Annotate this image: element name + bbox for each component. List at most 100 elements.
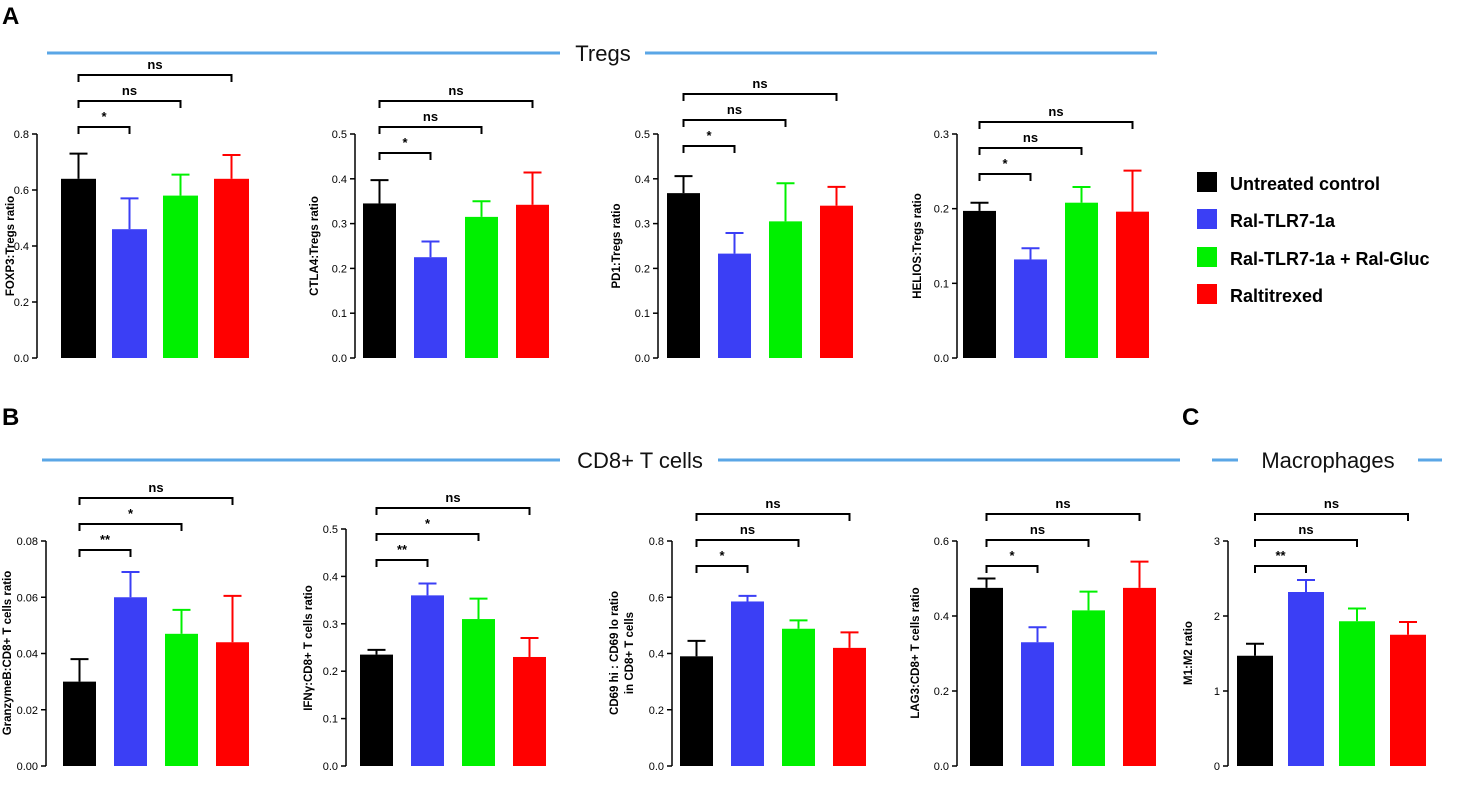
y-tick-label: 0.02 bbox=[17, 705, 38, 717]
y-tick-label: 3 bbox=[1214, 536, 1220, 548]
panel-letter-b: B bbox=[2, 404, 19, 431]
bar bbox=[1288, 592, 1324, 766]
significance-label: * bbox=[719, 548, 725, 563]
significance-label: * bbox=[402, 135, 408, 150]
significance-label: ns bbox=[122, 83, 137, 98]
significance-label: * bbox=[1002, 156, 1008, 171]
significance-bracket bbox=[985, 539, 1090, 547]
y-axis-label: LAG3:CD8+ T cells ratio bbox=[910, 587, 922, 718]
significance-bracket bbox=[682, 119, 787, 127]
y-tick-label: 0.0 bbox=[649, 761, 664, 773]
chart-ifng: 0.0 0.1 0.2 0.3 0.4 0.5 IFNγ:CD8+ T cells rati… bbox=[303, 490, 546, 773]
significance-label: ns bbox=[423, 109, 438, 124]
significance-bracket bbox=[77, 100, 182, 108]
significance-bracket bbox=[375, 533, 480, 541]
significance-label: ** bbox=[1275, 548, 1286, 563]
y-tick-label: 0.6 bbox=[649, 592, 664, 604]
legend-label-untreated: Untreated control bbox=[1230, 174, 1380, 194]
significance-label: ns bbox=[147, 57, 162, 72]
y-tick-label: 0.2 bbox=[649, 705, 664, 717]
legend-swatch-ral-tlr7 bbox=[1197, 209, 1217, 229]
significance-bracket bbox=[985, 513, 1141, 521]
significance-bracket bbox=[378, 126, 483, 134]
bar bbox=[114, 597, 147, 766]
y-tick-label: 0.0 bbox=[332, 353, 347, 365]
macrophages-section-title: Macrophages bbox=[1261, 448, 1394, 473]
y-tick-label: 2 bbox=[1214, 611, 1220, 623]
significance-bracket bbox=[682, 93, 838, 101]
y-tick-label: 0.4 bbox=[323, 571, 338, 583]
bar bbox=[769, 221, 802, 358]
significance-label: ns bbox=[148, 480, 163, 495]
bar bbox=[61, 178, 96, 358]
significance-bracket bbox=[978, 147, 1083, 155]
significance-bracket bbox=[985, 565, 1039, 573]
y-tick-label: 0.3 bbox=[323, 619, 338, 631]
significance-label: ns bbox=[1030, 522, 1045, 537]
bar bbox=[216, 642, 249, 766]
y-tick-label: 0.3 bbox=[635, 219, 650, 231]
significance-bracket bbox=[78, 523, 183, 531]
bar bbox=[1123, 587, 1156, 766]
y-tick-label: 0.04 bbox=[17, 649, 38, 661]
significance-label: ns bbox=[1048, 104, 1063, 119]
bar bbox=[1237, 655, 1273, 766]
y-tick-label: 0.2 bbox=[934, 204, 949, 216]
bar bbox=[1065, 202, 1098, 358]
legend-label-ral-tlr7: Ral-TLR7-1a bbox=[1230, 211, 1336, 231]
panel-letter-a: A bbox=[2, 3, 19, 30]
bar bbox=[63, 681, 96, 766]
y-tick-label: 0.5 bbox=[635, 129, 650, 141]
y-tick-label: 0.2 bbox=[332, 263, 347, 275]
y-axis-label: HELIOS:Tregs ratio bbox=[912, 193, 924, 298]
y-tick-label: 0.4 bbox=[934, 611, 949, 623]
significance-label: * bbox=[1009, 548, 1015, 563]
bar bbox=[462, 619, 495, 766]
legend-label-ral-tlr7-gluc: Ral-TLR7-1a + Ral-Gluc bbox=[1230, 249, 1430, 269]
significance-bracket bbox=[695, 565, 749, 573]
significance-label: ns bbox=[740, 522, 755, 537]
significance-bracket bbox=[378, 100, 534, 108]
y-tick-label: 0.1 bbox=[934, 278, 949, 290]
significance-label: ns bbox=[752, 76, 767, 91]
significance-label: ** bbox=[397, 542, 408, 557]
y-axis-label: CTLA4:Tregs ratio bbox=[309, 196, 321, 296]
y-tick-label: 0.0 bbox=[14, 353, 29, 365]
bar bbox=[465, 216, 498, 358]
y-tick-label: 0.2 bbox=[934, 686, 949, 698]
significance-label: ns bbox=[727, 102, 742, 117]
bar bbox=[1072, 610, 1105, 766]
y-tick-label: 0 bbox=[1214, 761, 1220, 773]
y-tick-label: 0.4 bbox=[14, 241, 29, 253]
bar bbox=[963, 210, 996, 358]
significance-label: * bbox=[128, 506, 134, 521]
y-tick-label: 0.1 bbox=[323, 714, 338, 726]
bar bbox=[833, 647, 866, 766]
y-tick-label: 0.0 bbox=[635, 353, 650, 365]
chart-cd69: 0.0 0.2 0.4 0.6 0.8 CD69 hi : CD69 lo ratio in… bbox=[609, 496, 866, 773]
significance-bracket bbox=[682, 145, 736, 153]
y-tick-label: 0.2 bbox=[323, 666, 338, 678]
y-axis-label: IFNγ:CD8+ T cells ratio bbox=[303, 585, 315, 711]
significance-label: ** bbox=[100, 532, 111, 547]
cd8-section-title: CD8+ T cells bbox=[577, 448, 703, 473]
y-axis-label: FOXP3:Tregs ratio bbox=[5, 196, 17, 296]
significance-bracket bbox=[695, 539, 800, 547]
bar bbox=[1339, 621, 1375, 766]
y-tick-label: 0.0 bbox=[323, 761, 338, 773]
y-tick-label: 0.4 bbox=[649, 649, 664, 661]
y-tick-label: 0.0 bbox=[934, 761, 949, 773]
y-axis-label-line: CD69 hi : CD69 lo ratio bbox=[609, 591, 621, 715]
y-tick-label: 0.08 bbox=[17, 536, 38, 548]
y-tick-label: 0.2 bbox=[635, 263, 650, 275]
significance-bracket bbox=[978, 121, 1134, 129]
significance-bracket bbox=[375, 507, 531, 515]
significance-label: ns bbox=[1324, 496, 1339, 511]
bar bbox=[363, 203, 396, 358]
significance-bracket bbox=[1254, 539, 1358, 547]
significance-bracket bbox=[1254, 513, 1409, 521]
